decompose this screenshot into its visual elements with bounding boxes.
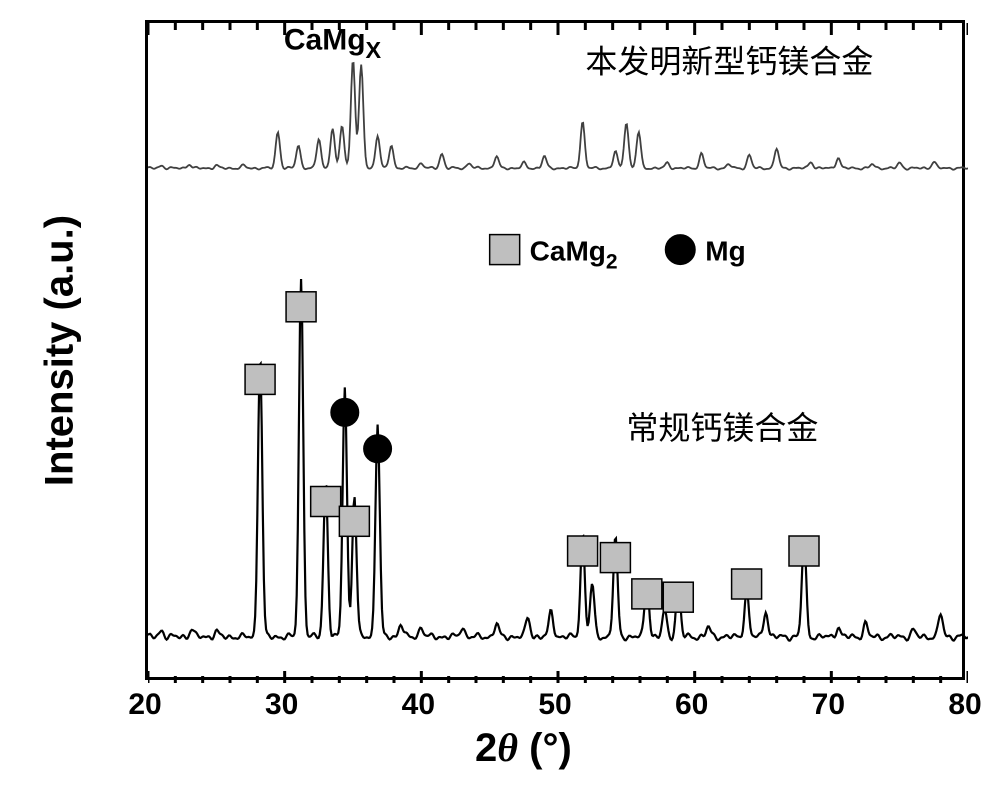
legend-label: CaMg2 — [530, 236, 618, 274]
marker-square — [311, 487, 341, 517]
marker-square — [632, 579, 662, 609]
legend-label: Mg — [705, 236, 745, 267]
marker-circle — [364, 435, 392, 463]
marker-square — [600, 543, 630, 573]
x-tick-label: 20 — [125, 688, 165, 722]
x-axis-label: 2θ (°) — [475, 724, 572, 771]
x-tick-label: 80 — [945, 688, 985, 722]
y-axis-label: Intensity (a.u.) — [38, 211, 83, 491]
plot-svg: CaMgX本发明新型钙镁合金常规钙镁合金CaMg2Mg — [148, 23, 968, 683]
series-conventional-camg-alloy — [148, 279, 968, 641]
marker-square — [732, 569, 762, 599]
marker-circle — [331, 398, 359, 426]
x-tick-label: 50 — [535, 688, 575, 722]
marker-square — [789, 536, 819, 566]
xlabel-deg: (°) — [518, 726, 572, 770]
xlabel-theta: θ — [497, 725, 518, 770]
marker-square — [286, 292, 316, 322]
marker-square — [245, 364, 275, 394]
marker-square — [568, 536, 598, 566]
x-tick-label: 40 — [398, 688, 438, 722]
x-tick-label: 60 — [672, 688, 712, 722]
legend-square-icon — [490, 235, 520, 265]
annotation-novel-cn: 本发明新型钙镁合金 — [585, 44, 873, 80]
x-tick-label: 70 — [808, 688, 848, 722]
marker-square — [339, 506, 369, 536]
x-tick-label: 30 — [262, 688, 302, 722]
xrd-figure: CaMgX本发明新型钙镁合金常规钙镁合金CaMg2Mg Intensity (a… — [0, 0, 1000, 789]
marker-square — [663, 582, 693, 612]
xlabel-2: 2 — [475, 726, 497, 770]
annotation-conventional-cn: 常规钙镁合金 — [626, 410, 818, 446]
plot-area: CaMgX本发明新型钙镁合金常规钙镁合金CaMg2Mg — [145, 20, 965, 680]
legend-circle-icon — [665, 235, 695, 265]
